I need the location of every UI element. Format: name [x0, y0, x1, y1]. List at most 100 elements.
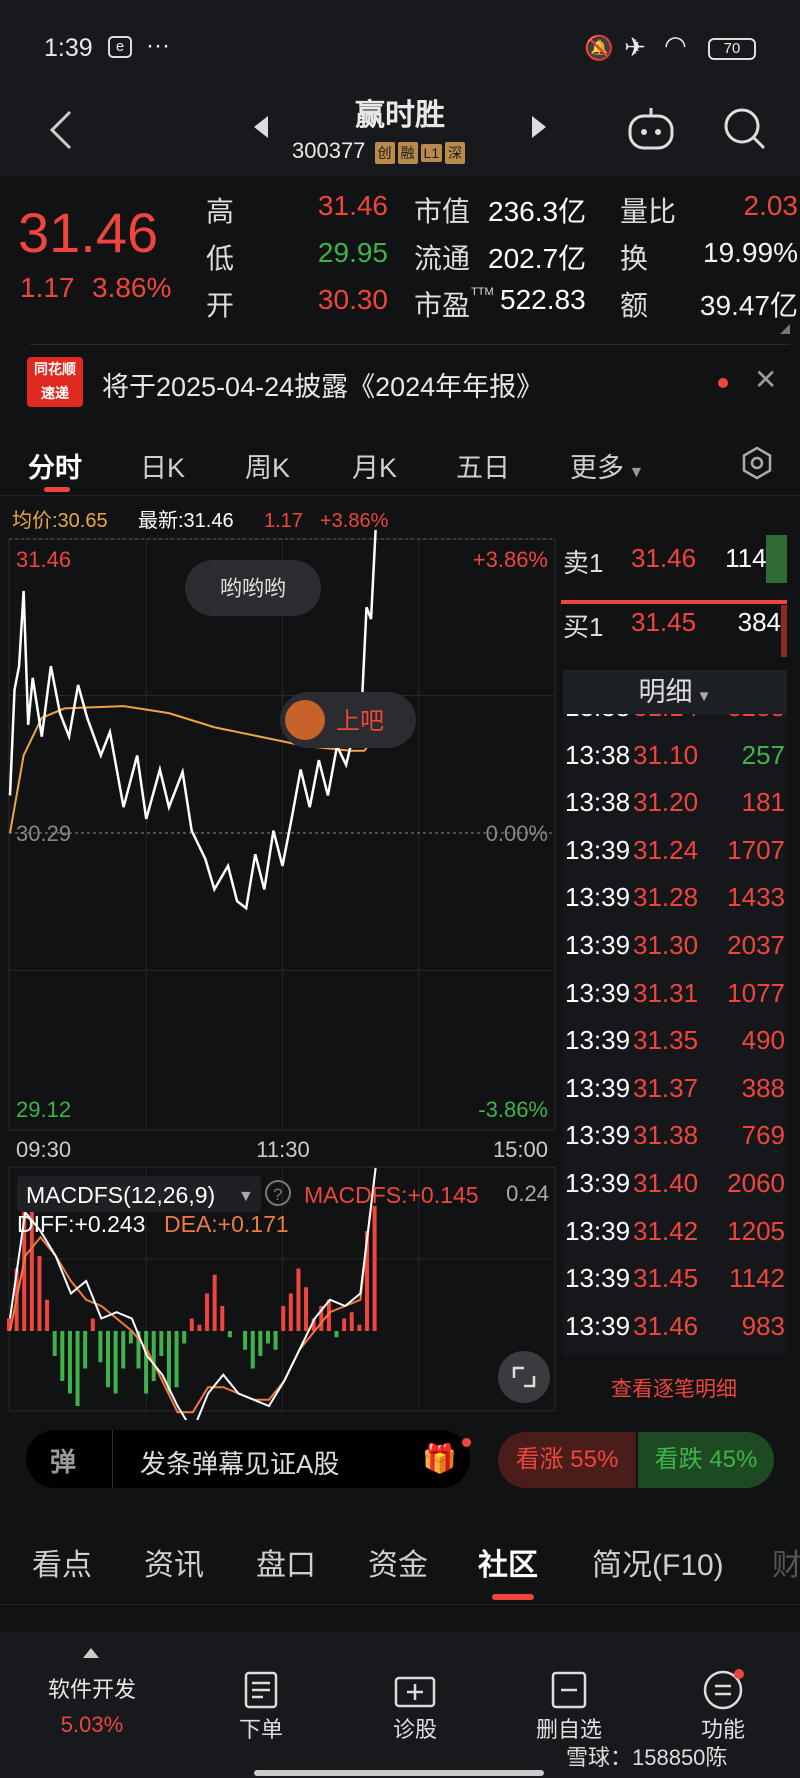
expand-up-icon[interactable]: [83, 1648, 99, 1658]
pct-label: +3.86%: [320, 510, 389, 532]
section-tab[interactable]: 盘口: [256, 1549, 316, 1582]
quote-label: 高: [206, 196, 235, 227]
gift-icon[interactable]: 🎁: [422, 1443, 457, 1474]
macd-bar: [197, 1324, 202, 1331]
macd-bar: [151, 1331, 156, 1381]
tick-time: 13:39: [565, 930, 631, 960]
section-tab[interactable]: 资讯: [144, 1549, 204, 1582]
watermark: 雪球：158850陈: [566, 1745, 728, 1770]
bid-label: 买1: [563, 612, 604, 642]
fullscreen-button[interactable]: [498, 1351, 550, 1403]
diff-value: DIFF:+0.243: [17, 1211, 145, 1237]
nav-remove-watchlist[interactable]: 删自选: [514, 1668, 624, 1744]
quote-value: 31.46: [317, 190, 388, 221]
tick-time: 13:39: [565, 1215, 631, 1246]
macd-ymax-label: 0.24: [506, 1181, 549, 1206]
quote-label: 换: [620, 243, 649, 274]
settings-icon[interactable]: [740, 446, 774, 480]
tab-five-day[interactable]: 五日: [456, 453, 510, 483]
macd-bar: [45, 1299, 50, 1331]
prev-stock-icon[interactable]: [252, 114, 272, 140]
tag-l1: L1: [420, 144, 443, 162]
macd-bar: [37, 1256, 42, 1331]
nav-functions[interactable]: 功能: [668, 1668, 778, 1744]
expand-corner-icon[interactable]: [780, 324, 790, 334]
bullish-vote-button[interactable]: 看涨 55%: [498, 1432, 636, 1488]
robot-icon[interactable]: [626, 106, 676, 152]
active-tab-indicator: [44, 487, 70, 492]
tick-price: 31.31: [633, 977, 699, 1008]
unread-dot: [718, 378, 728, 388]
help-icon[interactable]: [265, 1180, 291, 1206]
view-all-ticks-link[interactable]: 查看逐笔明细: [611, 1378, 737, 1401]
macd-bar: [227, 1331, 232, 1338]
section-tab[interactable]: 简况(F10): [592, 1549, 724, 1582]
avg-price-label: 均价:30.65: [12, 509, 108, 532]
chevron-down-icon: ▼: [624, 464, 645, 481]
nav-order[interactable]: 下单: [206, 1668, 316, 1744]
tab-daily-k[interactable]: 日K: [140, 453, 186, 483]
latest-price-label: 最新:31.46: [138, 509, 234, 532]
tab-more[interactable]: 更多 ▼: [570, 446, 644, 485]
tick-row: 13:39 31.37 388: [563, 1073, 787, 1121]
bearish-vote-button[interactable]: 看跌 45%: [638, 1432, 774, 1488]
divider: [30, 344, 790, 345]
tick-volume: 769: [741, 1120, 785, 1151]
danmu-input[interactable]: 弹 发条弹幕见证A股 🎁: [26, 1430, 471, 1488]
macd-bar: [250, 1331, 255, 1369]
tick-price: 31.28: [633, 882, 699, 913]
tick-price: 31.45: [633, 1263, 699, 1294]
browser-icon: e: [108, 36, 132, 58]
section-tab[interactable]: 社区: [478, 1549, 538, 1582]
tab-monthly-k[interactable]: 月K: [352, 453, 398, 483]
tick-volume: 490: [741, 1025, 785, 1056]
macd-bar: [60, 1331, 65, 1381]
macd-bar: [90, 1318, 95, 1331]
search-icon[interactable]: [722, 106, 768, 152]
macd-bar: [159, 1331, 164, 1356]
pct-top-label: +3.86%: [473, 547, 548, 572]
wifi-icon: ◠: [664, 30, 687, 60]
tick-time: 13:38: [565, 714, 630, 723]
macd-bar: [52, 1331, 57, 1356]
index-name[interactable]: 软件开发: [47, 1677, 136, 1702]
tick-list[interactable]: 13:3831.14328813:3831.1025713:3831.20181…: [563, 714, 787, 1355]
macd-bar: [166, 1331, 171, 1394]
chevron-down-icon: ▼: [692, 688, 712, 705]
pct-mid-label: 0.00%: [486, 821, 548, 846]
tab-weekly-k[interactable]: 周K: [245, 453, 291, 483]
close-icon[interactable]: ✕: [754, 364, 778, 395]
price-change: 1.17: [20, 272, 75, 303]
notice-banner[interactable]: 同花顺 速递 将于2025-04-24披露《2024年年报》 ✕: [0, 345, 800, 419]
next-stock-icon[interactable]: [528, 114, 548, 140]
macd-bar: [136, 1331, 141, 1369]
order-icon: [244, 1671, 278, 1709]
tick-volume: 3288: [727, 714, 785, 723]
tab-intraday[interactable]: 分时: [28, 453, 82, 483]
tick-time: 13:38: [565, 739, 631, 770]
nav-diagnose[interactable]: 诊股: [360, 1668, 470, 1744]
intraday-chart[interactable]: 均价:30.65 最新:31.46 1.17 +3.86% 31.46 30.29 29.1…: [0, 500, 560, 1420]
section-tab[interactable]: 资金: [368, 1549, 428, 1582]
quote-value: 29.95: [317, 237, 388, 268]
detail-dropdown[interactable]: 明细 ▼: [563, 670, 787, 714]
macd-bar: [121, 1331, 126, 1369]
tick-volume: 2037: [727, 930, 785, 960]
diagnose-icon: [394, 1676, 436, 1708]
macd-bar: [174, 1331, 179, 1388]
avatar: [285, 700, 325, 740]
macd-bar: [296, 1268, 301, 1331]
more-dots: ···: [146, 32, 170, 59]
section-tab[interactable]: 财: [772, 1549, 800, 1582]
back-icon[interactable]: [46, 108, 76, 152]
macd-bar: [288, 1293, 293, 1331]
macd-selector[interactable]: [17, 1176, 261, 1212]
tick-time: 13:39: [565, 1120, 631, 1151]
stock-name: 赢时胜: [355, 99, 445, 132]
quote-label: 量比: [620, 196, 677, 227]
price-change-pct: 3.86%: [92, 272, 172, 303]
airplane-icon: ✈: [624, 32, 646, 62]
tag-rong: 融: [397, 142, 418, 164]
tick-price: 31.35: [633, 1025, 699, 1056]
section-tab[interactable]: 看点: [32, 1549, 92, 1582]
